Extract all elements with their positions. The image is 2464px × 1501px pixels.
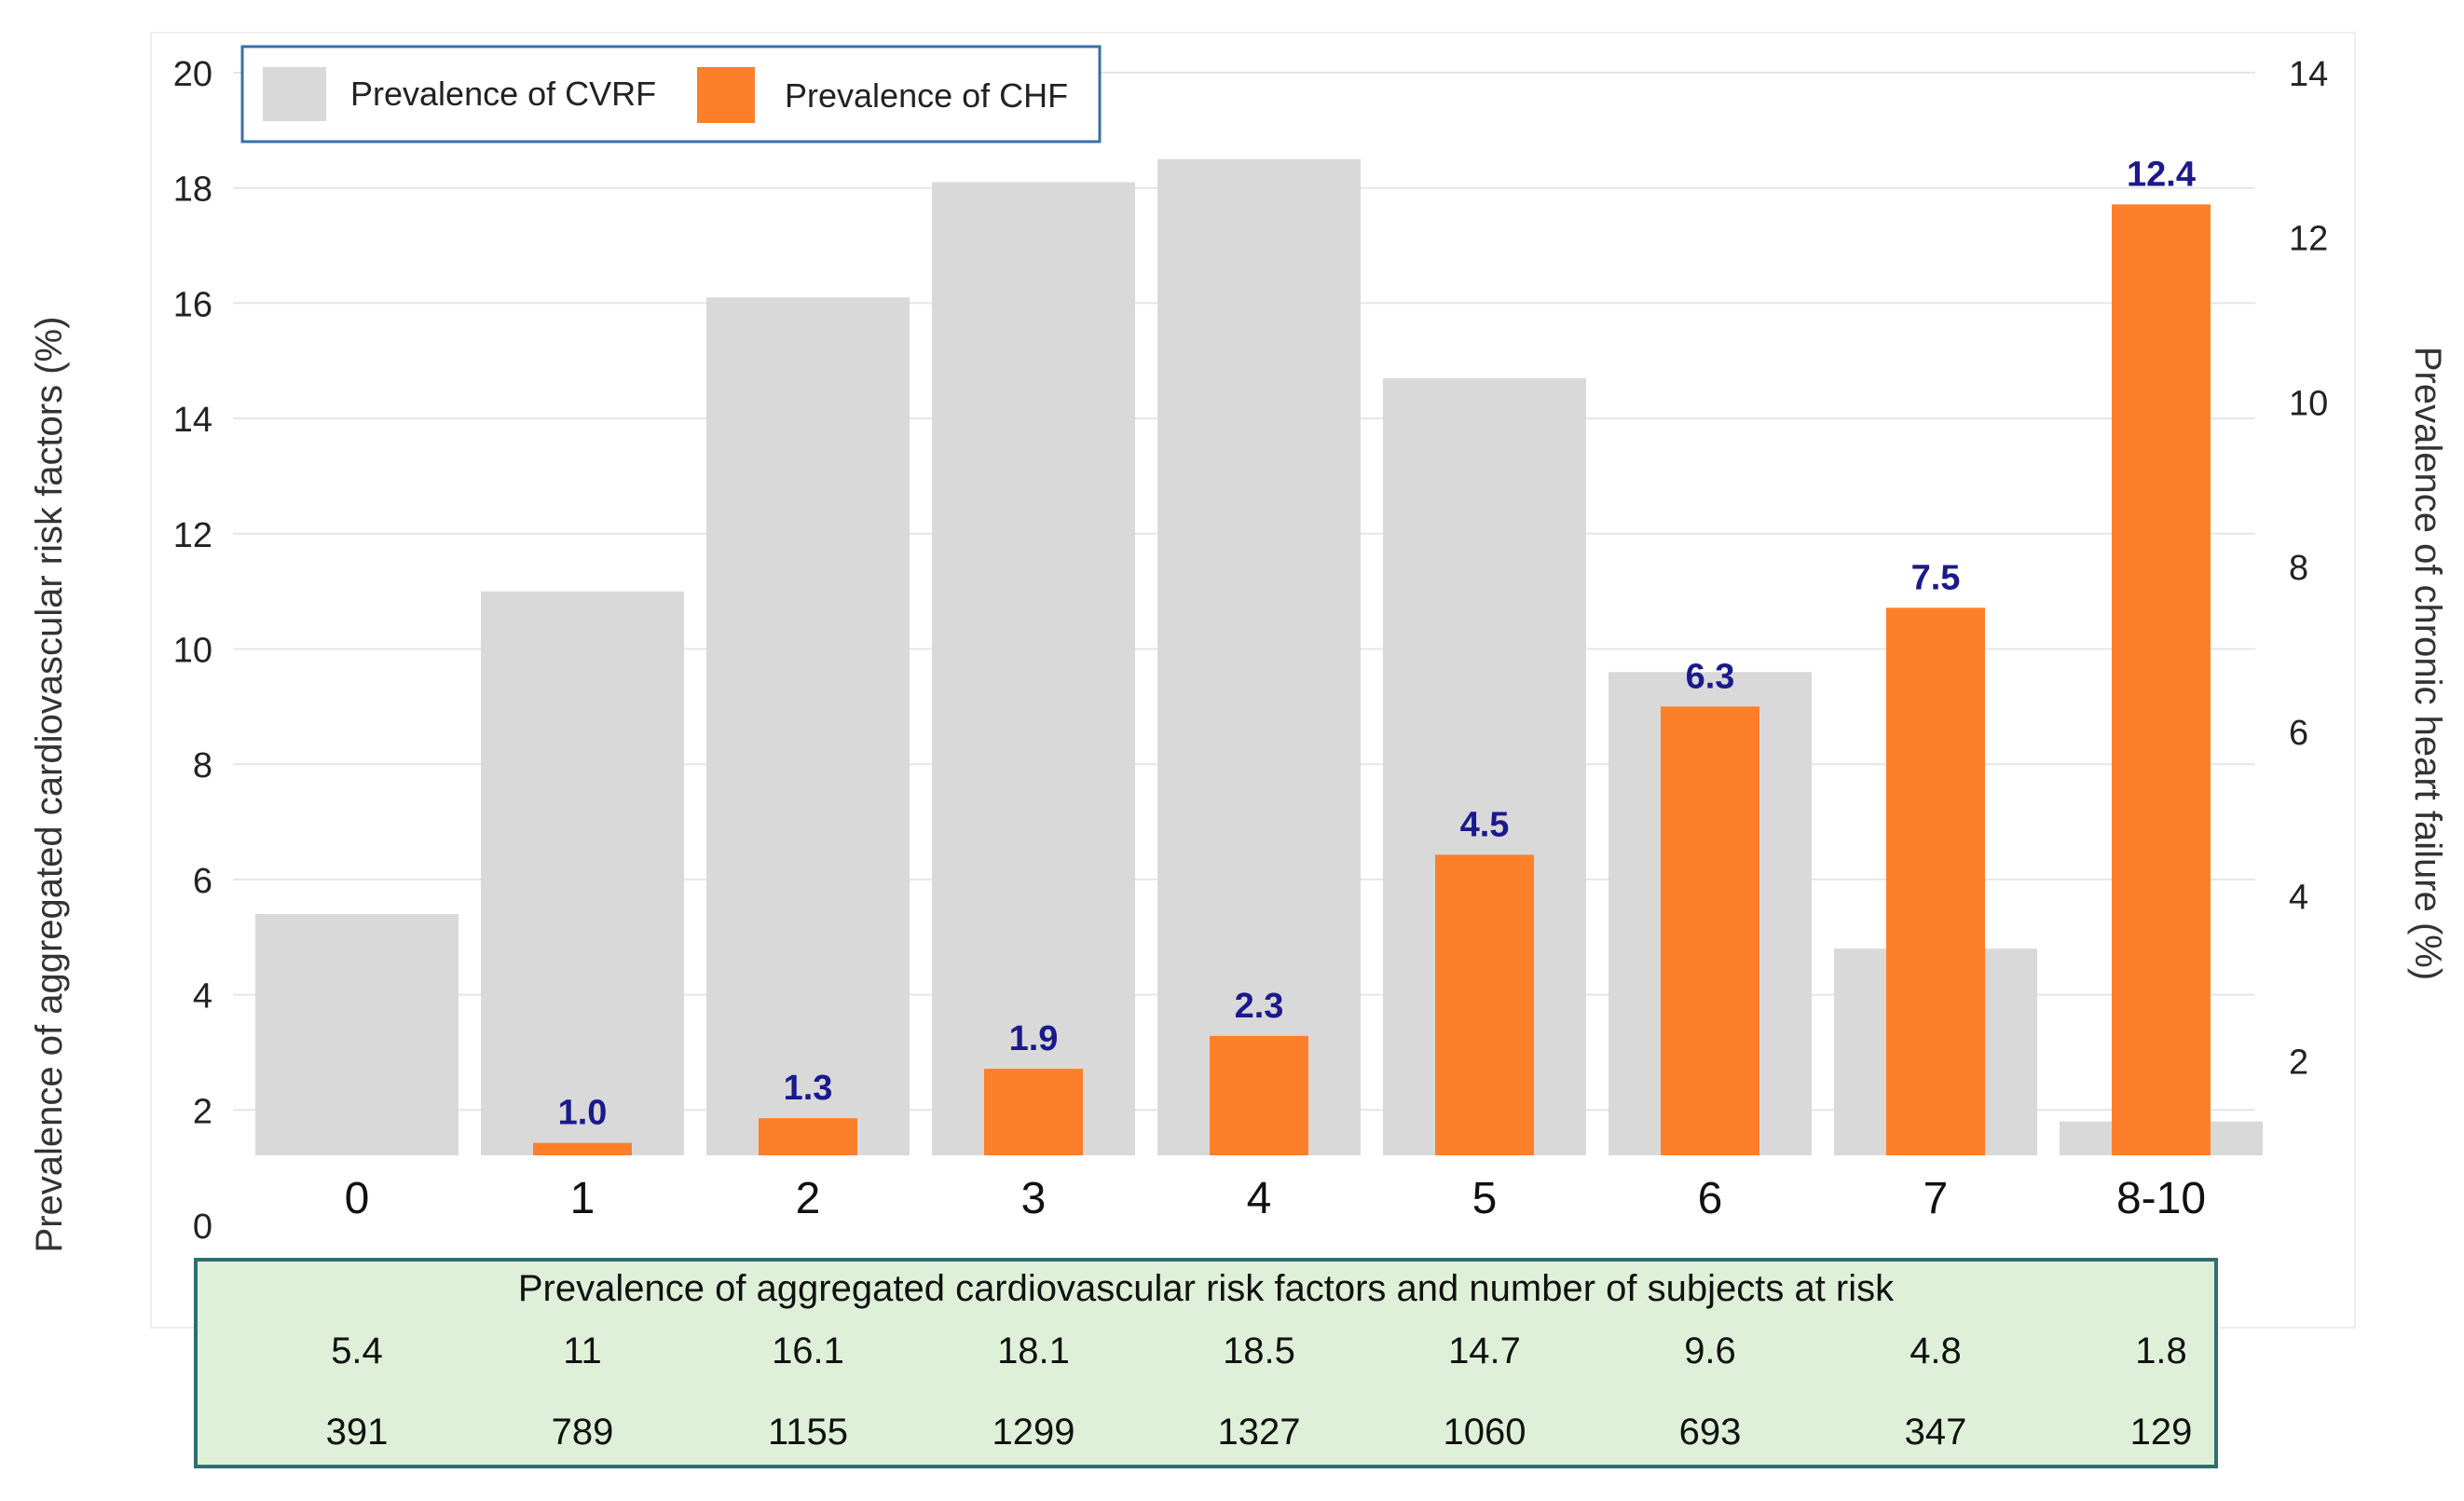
left-axis-ticks: 0 2 4 6 8 10 12 14 16 18 20 — [173, 55, 212, 1247]
legend-label-chf: Prevalence of CHF — [785, 76, 1068, 115]
category-label: 8-10 — [2116, 1174, 2206, 1223]
chf-data-label: 12.4 — [2127, 155, 2196, 194]
legend-box — [240, 45, 1102, 143]
table-subjects-cell: 1327 — [1218, 1412, 1301, 1453]
right-tick-label: 14 — [2289, 55, 2328, 94]
legend-swatch-chf — [697, 67, 755, 123]
category-label: 2 — [796, 1174, 821, 1223]
left-tick-label: 6 — [193, 862, 212, 901]
cvrf-bar — [706, 297, 910, 1156]
table-subjects-cell: 129 — [2130, 1412, 2193, 1453]
category-label: 7 — [1923, 1174, 1949, 1223]
legend: Prevalence of CVRF Prevalence of CHF — [240, 45, 1102, 143]
category-label: 0 — [345, 1174, 370, 1223]
table-prevalence-cell: 11 — [563, 1330, 602, 1371]
chf-bar — [984, 1069, 1083, 1155]
left-tick-label: 18 — [173, 171, 212, 210]
chf-data-label: 4.5 — [1460, 805, 1510, 844]
left-tick-label: 12 — [173, 516, 212, 555]
table-prevalence-cell: 18.5 — [1223, 1330, 1295, 1371]
chf-bar — [1435, 854, 1534, 1155]
cvrf-bar — [481, 591, 684, 1155]
table-prevalence-cell: 16.1 — [772, 1330, 844, 1371]
left-tick-label: 16 — [173, 285, 212, 324]
category-label: 6 — [1698, 1174, 1723, 1223]
cvrf-bar — [255, 914, 459, 1155]
chf-data-label: 6.3 — [1686, 657, 1735, 696]
chf-bar — [1661, 706, 1759, 1155]
chf-data-label: 1.3 — [784, 1069, 833, 1108]
table-subjects-cell: 789 — [552, 1412, 614, 1453]
left-tick-label: 2 — [193, 1092, 212, 1131]
legend-swatch-cvrf — [263, 67, 326, 121]
left-tick-label: 14 — [173, 401, 212, 440]
chf-bar — [533, 1142, 632, 1155]
left-tick-label: 10 — [173, 632, 212, 671]
table-subjects-cell: 391 — [326, 1412, 389, 1453]
category-label: 5 — [1472, 1174, 1498, 1223]
table-subjects-cell: 693 — [1679, 1412, 1742, 1453]
left-tick-label: 0 — [193, 1208, 212, 1247]
left-tick-label: 8 — [193, 746, 212, 785]
chf-data-label: 1.9 — [1009, 1019, 1059, 1058]
left-tick-label: 20 — [173, 55, 212, 94]
right-tick-label: 2 — [2289, 1043, 2308, 1082]
chf-data-label: 1.0 — [558, 1094, 608, 1133]
table-subjects-cell: 347 — [1905, 1412, 1967, 1453]
cvrf-bar — [1157, 158, 1361, 1155]
right-tick-label: 12 — [2289, 220, 2328, 259]
chf-bar — [1886, 607, 1985, 1155]
risk-table: Prevalence of aggregated cardiovascular … — [194, 1258, 2218, 1468]
chf-bars — [533, 204, 2211, 1155]
risk-table-title: Prevalence of aggregated cardiovascular … — [518, 1268, 1895, 1309]
right-tick-label: 4 — [2289, 879, 2308, 918]
category-label: 3 — [1021, 1174, 1047, 1223]
chf-data-label: 2.3 — [1235, 987, 1284, 1026]
left-tick-label: 4 — [193, 977, 212, 1017]
table-prevalence-cell: 5.4 — [331, 1330, 383, 1371]
category-label: 1 — [570, 1174, 595, 1223]
chf-bar — [759, 1118, 857, 1155]
risk-table-box — [194, 1258, 2218, 1468]
chf-bar — [1210, 1035, 1308, 1155]
cvrf-bar — [932, 182, 1135, 1155]
table-subjects-cell: 1060 — [1444, 1412, 1526, 1453]
chf-data-labels: 1.0 1.3 1.9 2.3 4.5 6.3 7.5 12.4 — [558, 155, 2196, 1132]
table-prevalence-cell: 4.8 — [1910, 1330, 1962, 1371]
table-prevalence-cell: 1.8 — [2135, 1330, 2187, 1371]
right-tick-label: 6 — [2289, 714, 2308, 753]
left-axis-title: Prevalence of aggregated cardiovascular … — [29, 317, 70, 1253]
legend-label-cvrf: Prevalence of CVRF — [350, 75, 656, 113]
table-prevalence-cell: 9.6 — [1684, 1330, 1736, 1371]
table-prevalence-cell: 18.1 — [997, 1330, 1070, 1371]
table-prevalence-cell: 14.7 — [1448, 1330, 1521, 1371]
risk-table-prevalence-row: 5.4 11 16.1 18.1 18.5 14.7 9.6 4.8 1.8 — [331, 1330, 2187, 1371]
table-subjects-cell: 1155 — [768, 1412, 848, 1453]
right-tick-label: 10 — [2289, 384, 2328, 423]
chf-data-label: 7.5 — [1911, 558, 1961, 597]
x-axis-category-labels: 0 1 2 3 4 5 6 7 8-10 — [345, 1174, 2206, 1223]
table-subjects-cell: 1299 — [992, 1412, 1075, 1453]
chf-bar — [2112, 204, 2211, 1155]
right-axis-title: Prevalence of chronic heart failure (%) — [2407, 347, 2448, 980]
risk-table-subjects-row: 391 789 1155 1299 1327 1060 693 347 129 — [326, 1412, 2193, 1453]
right-axis-ticks: 2 4 6 8 10 12 14 — [2289, 55, 2328, 1082]
right-tick-label: 8 — [2289, 549, 2308, 588]
category-label: 4 — [1247, 1174, 1272, 1223]
